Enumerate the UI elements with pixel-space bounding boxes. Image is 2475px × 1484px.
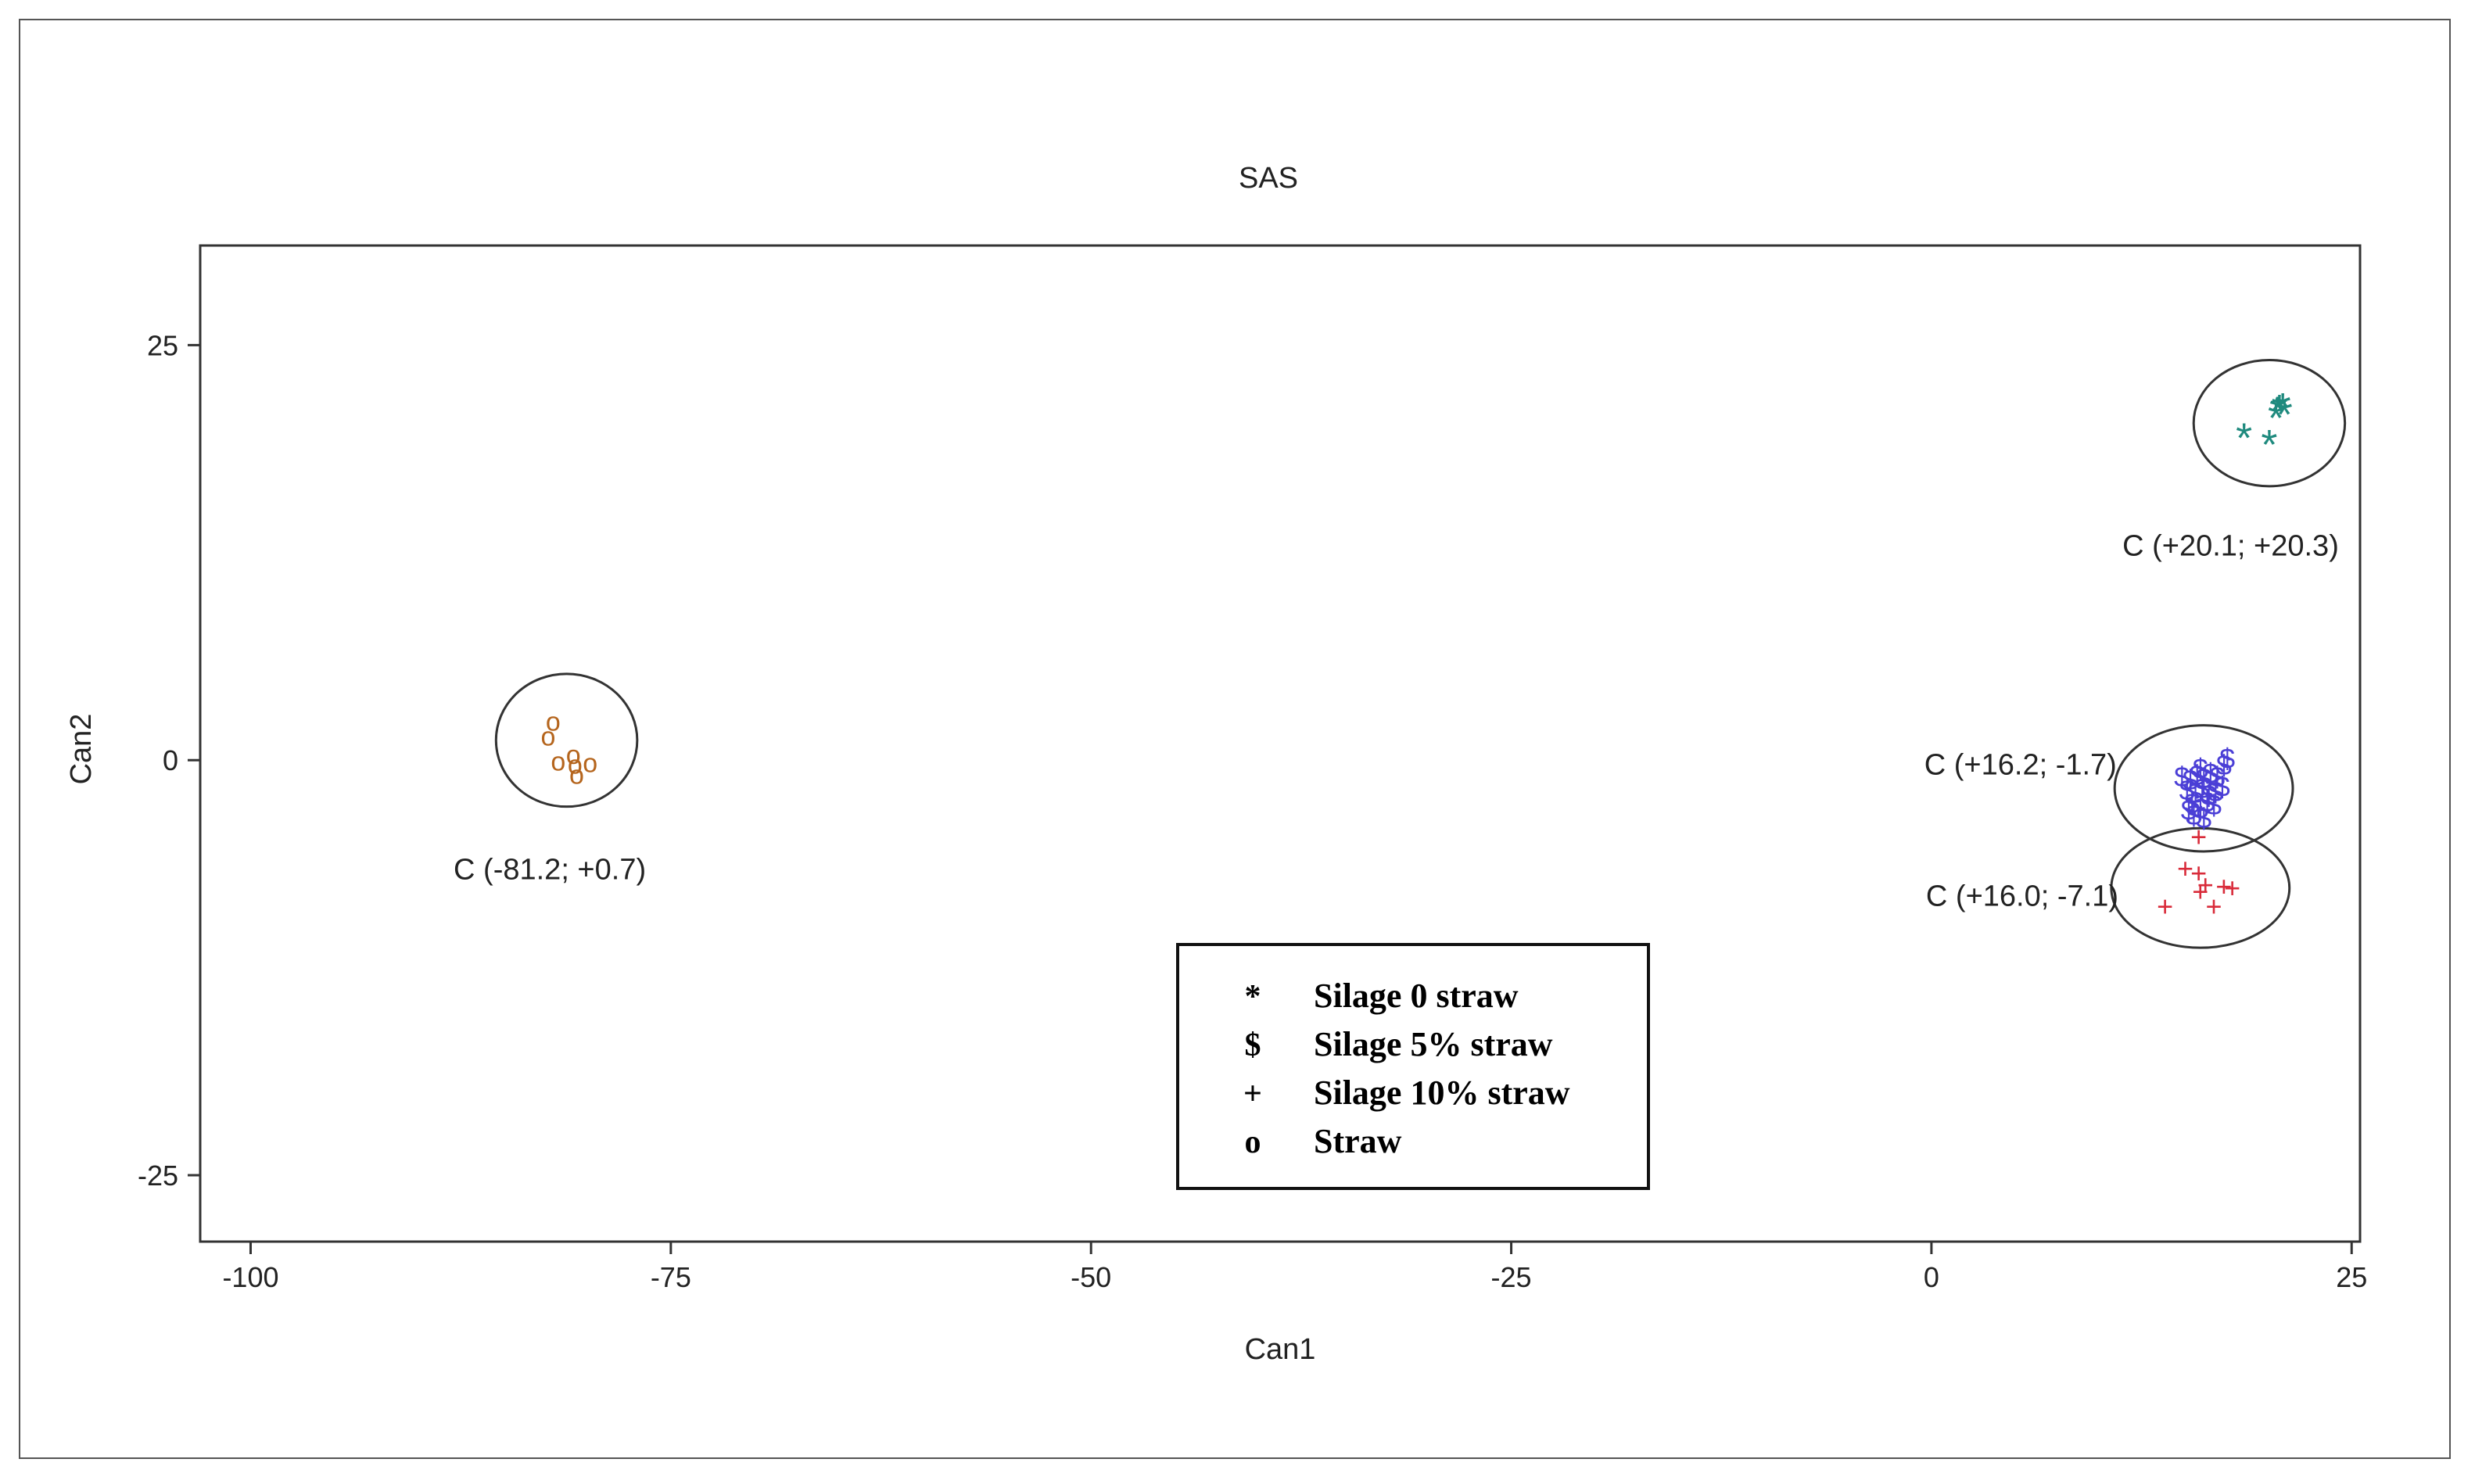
data-point: + bbox=[2190, 857, 2207, 889]
data-point: * bbox=[2261, 421, 2277, 468]
data-point: $ bbox=[2193, 792, 2208, 824]
centroid-label: C (-81.2; +0.7) bbox=[454, 853, 646, 886]
data-point: $ bbox=[2181, 794, 2197, 826]
chart-title: SAS bbox=[1239, 162, 1298, 195]
data-point: * bbox=[2236, 414, 2252, 461]
y-tick-label: 0 bbox=[163, 744, 178, 776]
data-point: + bbox=[2197, 869, 2214, 901]
data-point: o bbox=[583, 748, 597, 778]
data-point: + bbox=[2190, 820, 2207, 852]
x-tick-label: -100 bbox=[222, 1261, 278, 1293]
legend-symbol: * bbox=[1245, 979, 1261, 1015]
legend-box bbox=[1176, 943, 1650, 1190]
x-tick-label: 0 bbox=[1924, 1261, 1939, 1293]
data-point: $ bbox=[2206, 789, 2222, 821]
centroid-label: C (+20.1; +20.3) bbox=[2122, 529, 2339, 562]
data-point: + bbox=[2157, 891, 2173, 923]
x-tick-label: -25 bbox=[1491, 1261, 1532, 1293]
legend-symbol: o bbox=[1245, 1124, 1261, 1160]
data-point: * bbox=[2269, 388, 2286, 435]
data-point: $ bbox=[2193, 752, 2208, 784]
x-axis: -100 -75 -50 -25 0 25 bbox=[222, 1242, 2367, 1293]
data-point: $ bbox=[2186, 799, 2201, 831]
legend-label: Silage 0 straw bbox=[1314, 977, 1519, 1015]
data-point: $ bbox=[2201, 779, 2217, 811]
cluster-ellipse bbox=[494, 672, 639, 808]
centroid-label: C (+16.0; -7.1) bbox=[1926, 880, 2118, 912]
data-point: $ bbox=[2196, 762, 2211, 794]
cluster-ellipse bbox=[2192, 359, 2347, 488]
legend-label: Straw bbox=[1314, 1122, 1402, 1160]
data-point: $ bbox=[2196, 802, 2211, 834]
y-tick-label: -25 bbox=[138, 1160, 178, 1192]
data-point: * bbox=[2271, 386, 2287, 433]
legend-symbol: $ bbox=[1245, 1027, 1261, 1063]
cluster-ellipse bbox=[2110, 826, 2291, 949]
x-tick-label: 25 bbox=[2336, 1261, 2367, 1293]
data-point: $ bbox=[2216, 749, 2232, 781]
data-point: o bbox=[540, 722, 555, 752]
data-point: + bbox=[2215, 870, 2232, 902]
data-point: $ bbox=[2179, 774, 2195, 806]
data-point: $ bbox=[2174, 761, 2190, 793]
y-axis: -25 0 25 bbox=[138, 329, 200, 1192]
data-point: * bbox=[2268, 395, 2284, 442]
data-point: o bbox=[546, 707, 561, 737]
y-tick-label: 25 bbox=[147, 329, 178, 361]
data-point: $ bbox=[2208, 776, 2223, 808]
data-point: $ bbox=[2199, 786, 2215, 818]
data-points: ****** *$$$$$$$$$$$$$$$$$$$$$$++++ +++++oo… bbox=[540, 385, 2292, 923]
data-point: o bbox=[551, 747, 565, 776]
centroid-label: C (+16.2; -1.7) bbox=[1924, 749, 2117, 782]
cluster-ellipses bbox=[494, 359, 2347, 949]
data-point: $ bbox=[2184, 787, 2200, 819]
y-axis-label: Can2 bbox=[65, 714, 98, 785]
data-point: $ bbox=[2194, 772, 2210, 805]
data-point: + bbox=[2224, 872, 2240, 904]
x-axis-label: Can1 bbox=[1245, 1333, 1316, 1366]
legend-label: Silage 10% straw bbox=[1314, 1074, 1570, 1112]
data-point: $ bbox=[2215, 771, 2230, 803]
legend-label: Silage 5% straw bbox=[1314, 1025, 1553, 1063]
data-point: $ bbox=[2187, 777, 2203, 809]
data-point: $ bbox=[2203, 758, 2219, 790]
x-tick-label: -75 bbox=[651, 1261, 691, 1293]
data-point: $ bbox=[2219, 743, 2235, 775]
cluster-ellipse bbox=[2113, 724, 2294, 853]
data-point: * bbox=[2276, 392, 2293, 439]
x-tick-label: -50 bbox=[1071, 1261, 1111, 1293]
legend-symbol: + bbox=[1243, 1076, 1262, 1112]
figure-frame: SAS -100 -75 -50 -25 0 25 -25 0 25 Can1 Can2 * *… bbox=[19, 19, 2451, 1459]
legend: * Silage 0 straw $ Silage 5% straw + Silage 1… bbox=[1176, 943, 1650, 1190]
data-point: + bbox=[2205, 891, 2222, 923]
data-point: $ bbox=[2183, 764, 2198, 796]
data-point: + bbox=[2177, 852, 2193, 884]
data-point: $ bbox=[2189, 759, 2204, 791]
centroid-annotations: C (+20.1; +20.3) C (+16.2; -1.7) C (+16.0;… bbox=[454, 529, 2339, 912]
data-point: o bbox=[569, 760, 584, 790]
data-point: $ bbox=[2209, 761, 2225, 793]
data-point: + bbox=[2192, 875, 2208, 907]
data-point: * bbox=[2275, 385, 2291, 432]
data-point: o bbox=[566, 740, 581, 770]
data-point: o bbox=[568, 751, 583, 780]
